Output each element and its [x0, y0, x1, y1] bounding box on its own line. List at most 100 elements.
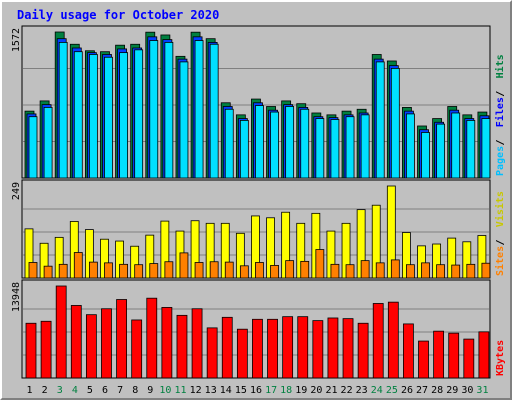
kbytes-bar: [191, 308, 203, 379]
sites-bar: [58, 263, 68, 279]
pages-bar: [194, 40, 204, 179]
pages-bar: [224, 108, 234, 179]
y-max-label: 249: [11, 182, 22, 200]
x-tick-label: 8: [132, 385, 138, 396]
pages-bar: [58, 42, 68, 179]
x-tick-label: 10: [159, 385, 171, 396]
kbytes-bar: [101, 308, 112, 379]
sites-bar: [88, 261, 98, 279]
kbytes-bar: [131, 319, 143, 379]
x-tick-label: 28: [431, 385, 443, 396]
kbytes-bar: [327, 317, 339, 379]
chart-title: Daily usage for October 2020: [17, 8, 219, 22]
legend-separator: /: [495, 91, 506, 97]
x-tick-label: 26: [401, 385, 413, 396]
x-tick-label: 2: [42, 385, 48, 396]
x-tick-label: 5: [87, 385, 93, 396]
x-tick-label: 17: [265, 385, 277, 396]
kbytes-bar: [116, 299, 127, 379]
sites-bar: [360, 260, 370, 279]
pages-bar: [43, 107, 53, 179]
kbytes-bar: [25, 322, 37, 379]
pages-bar: [209, 43, 219, 179]
kbytes-bar: [236, 328, 248, 379]
sites-bar: [285, 260, 295, 279]
legend-kbytes: KBytes: [495, 340, 506, 376]
kbytes-bar: [463, 338, 475, 379]
pages-bar: [119, 52, 128, 179]
x-tick-label: 19: [295, 385, 307, 396]
pages-bar: [164, 42, 174, 179]
sites-bar: [375, 262, 385, 279]
kbytes-bar: [221, 316, 233, 379]
pages-bar: [134, 49, 144, 179]
sites-bar: [209, 261, 219, 279]
x-tick-label: 11: [174, 385, 186, 396]
kbytes-bar: [40, 320, 52, 379]
pages-bar: [466, 120, 476, 179]
legend-separator: /: [495, 139, 506, 145]
x-tick-label: 9: [147, 385, 153, 396]
kbytes-bar: [176, 314, 188, 379]
sites-bar: [270, 265, 279, 279]
kbytes-bar: [342, 318, 354, 379]
x-tick-label: 21: [325, 385, 337, 396]
pages-bar: [345, 116, 355, 179]
kbytes-bar: [70, 305, 82, 379]
kbytes-bar: [433, 330, 445, 379]
sites-bar: [73, 252, 83, 279]
x-tick-label: 7: [117, 385, 123, 396]
kbytes-bar: [85, 314, 97, 379]
sites-bar: [104, 262, 113, 279]
x-tick-label: 3: [57, 385, 63, 396]
sites-bar: [481, 262, 491, 279]
sites-bar: [43, 265, 53, 279]
pages-bar: [406, 113, 415, 179]
y-max-label: 1572: [11, 28, 22, 52]
kbytes-bar: [448, 332, 460, 379]
sites-bar: [164, 261, 174, 279]
legend-visits: Visits: [494, 191, 506, 227]
kbytes-bar: [161, 307, 173, 379]
pages-bar: [285, 106, 295, 179]
x-tick-label: 4: [72, 385, 78, 396]
sites-bar: [406, 264, 415, 279]
x-tick-label: 22: [341, 385, 353, 396]
pages-bar: [375, 61, 385, 179]
x-tick-label: 31: [476, 385, 488, 396]
legend-hits: Hits: [494, 54, 506, 78]
panel-hits-files-pages: 1572 Pages / Files / Hits: [11, 25, 506, 179]
pages-bar: [255, 105, 264, 179]
sites-bar: [436, 264, 446, 279]
kbytes-bar: [312, 320, 324, 379]
pages-bar: [73, 51, 83, 179]
sites-bar: [255, 262, 264, 279]
sites-bar: [421, 262, 430, 279]
x-tick-label: 15: [235, 385, 247, 396]
pages-bar: [149, 40, 159, 179]
sites-bar: [224, 261, 234, 279]
legend-separator: /: [495, 239, 506, 245]
sites-bar: [345, 264, 355, 279]
kbytes-bar: [267, 318, 278, 379]
legend-files: Files: [494, 97, 506, 127]
pages-bar: [315, 118, 325, 179]
pages-bar: [421, 132, 430, 179]
pages-bar: [270, 111, 279, 179]
x-tick-label: 23: [356, 385, 368, 396]
kbytes-bar: [403, 323, 414, 379]
x-tick-label: 6: [102, 385, 108, 396]
kbytes-bar: [372, 303, 384, 379]
x-tick-label: 20: [310, 385, 322, 396]
x-tick-label: 18: [280, 385, 292, 396]
sites-bar: [466, 263, 476, 279]
x-tick-label: 27: [416, 385, 428, 396]
sites-bar: [134, 264, 144, 279]
pages-bar: [104, 56, 113, 179]
legend-pages: Pages: [495, 146, 506, 176]
kbytes-bar: [146, 297, 158, 379]
pages-bar: [436, 123, 446, 179]
kbytes-bar: [282, 316, 294, 379]
x-tick-label: 25: [386, 385, 398, 396]
